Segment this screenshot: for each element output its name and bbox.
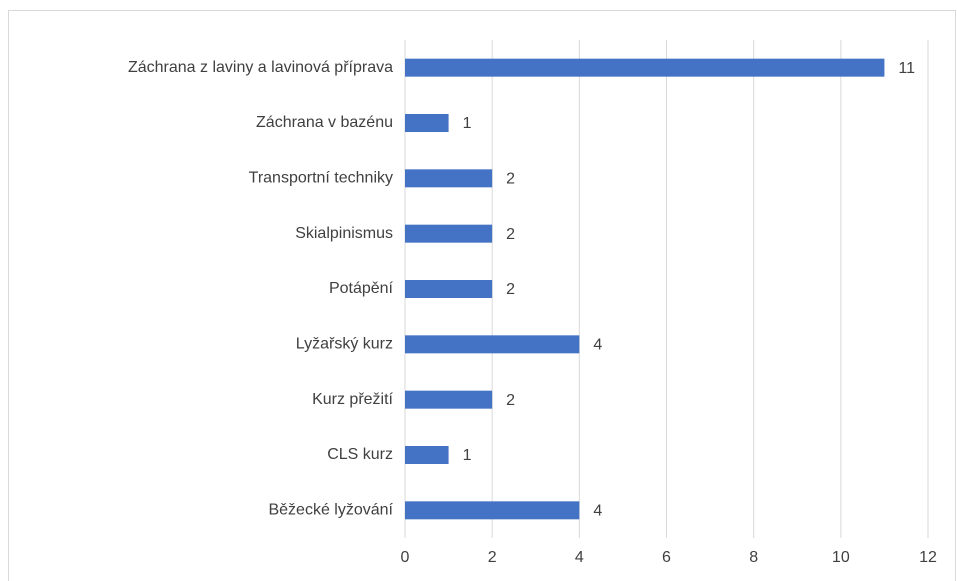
data-label: 2	[506, 226, 515, 243]
data-label: 2	[506, 171, 515, 188]
x-tick-label: 8	[749, 549, 758, 566]
y-tick-label: Transportní techniky	[249, 170, 393, 187]
y-tick-label: Kurz přežití	[312, 391, 393, 408]
bar	[405, 446, 449, 464]
y-tick-label: Skialpinismus	[295, 225, 393, 242]
y-tick-label: CLS kurz	[327, 446, 393, 463]
bar	[405, 390, 493, 409]
y-tick-label: Lyžařský kurz	[296, 336, 393, 353]
y-tick-label: Potápění	[329, 280, 394, 297]
y-tick-label: Záchrana v bazénu	[256, 114, 393, 131]
bar	[405, 280, 493, 298]
x-tick-label: 10	[832, 549, 850, 566]
data-label: 2	[506, 392, 515, 409]
y-tick-label: Běžecké lyžování	[268, 502, 393, 519]
chart-border	[8, 10, 956, 581]
x-tick-label: 12	[919, 549, 937, 566]
y-tick-label: Záchrana z laviny a lavinová příprava	[128, 59, 393, 76]
x-tick-label: 4	[575, 549, 584, 566]
x-tick-label: 2	[488, 549, 497, 566]
data-label: 11	[898, 60, 915, 77]
data-label: 1	[463, 115, 472, 132]
data-label: 4	[593, 337, 602, 354]
bar	[405, 114, 449, 132]
data-label: 4	[593, 503, 602, 520]
bar	[405, 169, 493, 188]
data-label: 1	[463, 447, 472, 464]
x-tick-label: 6	[662, 549, 671, 566]
x-tick-label: 0	[401, 549, 410, 566]
data-label: 2	[506, 281, 515, 298]
bar	[405, 335, 580, 354]
bar	[405, 501, 580, 520]
bar	[405, 58, 885, 77]
bar	[405, 224, 493, 243]
